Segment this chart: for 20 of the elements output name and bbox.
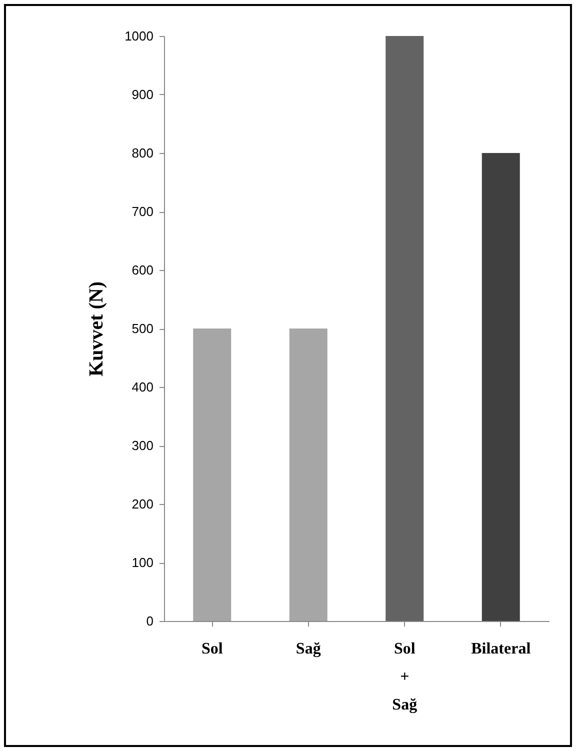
y-tick-label: 700	[132, 204, 154, 219]
bar	[193, 328, 232, 621]
bar	[482, 153, 520, 621]
y-tick-label: 500	[132, 321, 154, 336]
x-tick-label: Sol + Sağ	[392, 640, 418, 714]
bar	[386, 36, 424, 621]
y-tick-label: 400	[132, 380, 154, 394]
y-axis-title: Kuvvet (N)	[86, 282, 108, 376]
y-tick-label: 100	[132, 555, 154, 570]
y-tick-label: 800	[132, 146, 154, 160]
x-tick-label: Sol	[201, 640, 224, 658]
x-tick-label: Sağ	[296, 640, 321, 658]
x-tick-label: Bilateral	[471, 640, 532, 658]
bar	[289, 328, 328, 621]
y-tick-label: 600	[132, 262, 154, 278]
y-tick-label: 0	[146, 614, 154, 628]
y-tick-label: 1000	[124, 28, 154, 44]
y-tick-label: 900	[132, 87, 154, 102]
y-tick-label: 300	[132, 438, 154, 453]
y-tick-label: 200	[132, 496, 154, 512]
